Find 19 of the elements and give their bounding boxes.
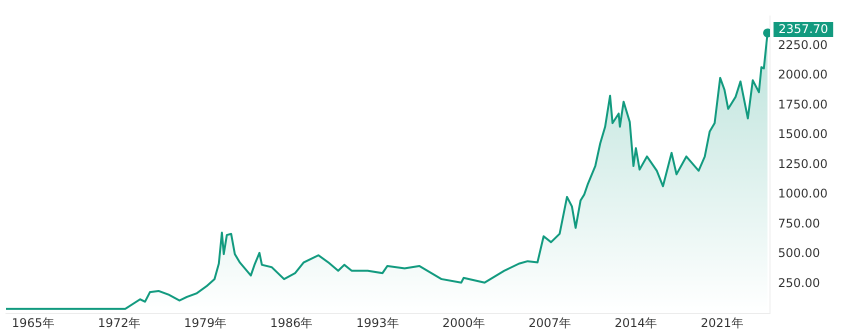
y-tick-label: 750.00 bbox=[778, 216, 820, 230]
y-tick-label: 1750.00 bbox=[778, 97, 828, 112]
y-tick-label: 500.00 bbox=[778, 246, 820, 260]
x-tick-label: 2000年 bbox=[442, 316, 485, 330]
x-tick-label: 1972年 bbox=[98, 316, 140, 330]
y-tick-label: 250.00 bbox=[778, 276, 820, 290]
y-tick-label: 1000.00 bbox=[778, 186, 828, 201]
x-tick-label: 2007年 bbox=[528, 316, 572, 330]
x-tick-label: 1993年 bbox=[356, 316, 399, 330]
x-tick-label: 2014年 bbox=[614, 316, 658, 330]
x-tick-label: 2021年 bbox=[700, 316, 744, 330]
y-tick-label: 2250.00 bbox=[778, 38, 828, 52]
x-tick-label: 1986年 bbox=[270, 316, 313, 330]
x-tick-label: 1979年 bbox=[184, 316, 227, 330]
y-tick-label: 2000.00 bbox=[778, 68, 828, 82]
y-tick-label: 1250.00 bbox=[778, 156, 828, 171]
y-tick-label: 1500.00 bbox=[778, 127, 828, 142]
annotation: 2357.70 bbox=[778, 22, 828, 36]
x-tick-label: 1965年 bbox=[12, 316, 54, 330]
